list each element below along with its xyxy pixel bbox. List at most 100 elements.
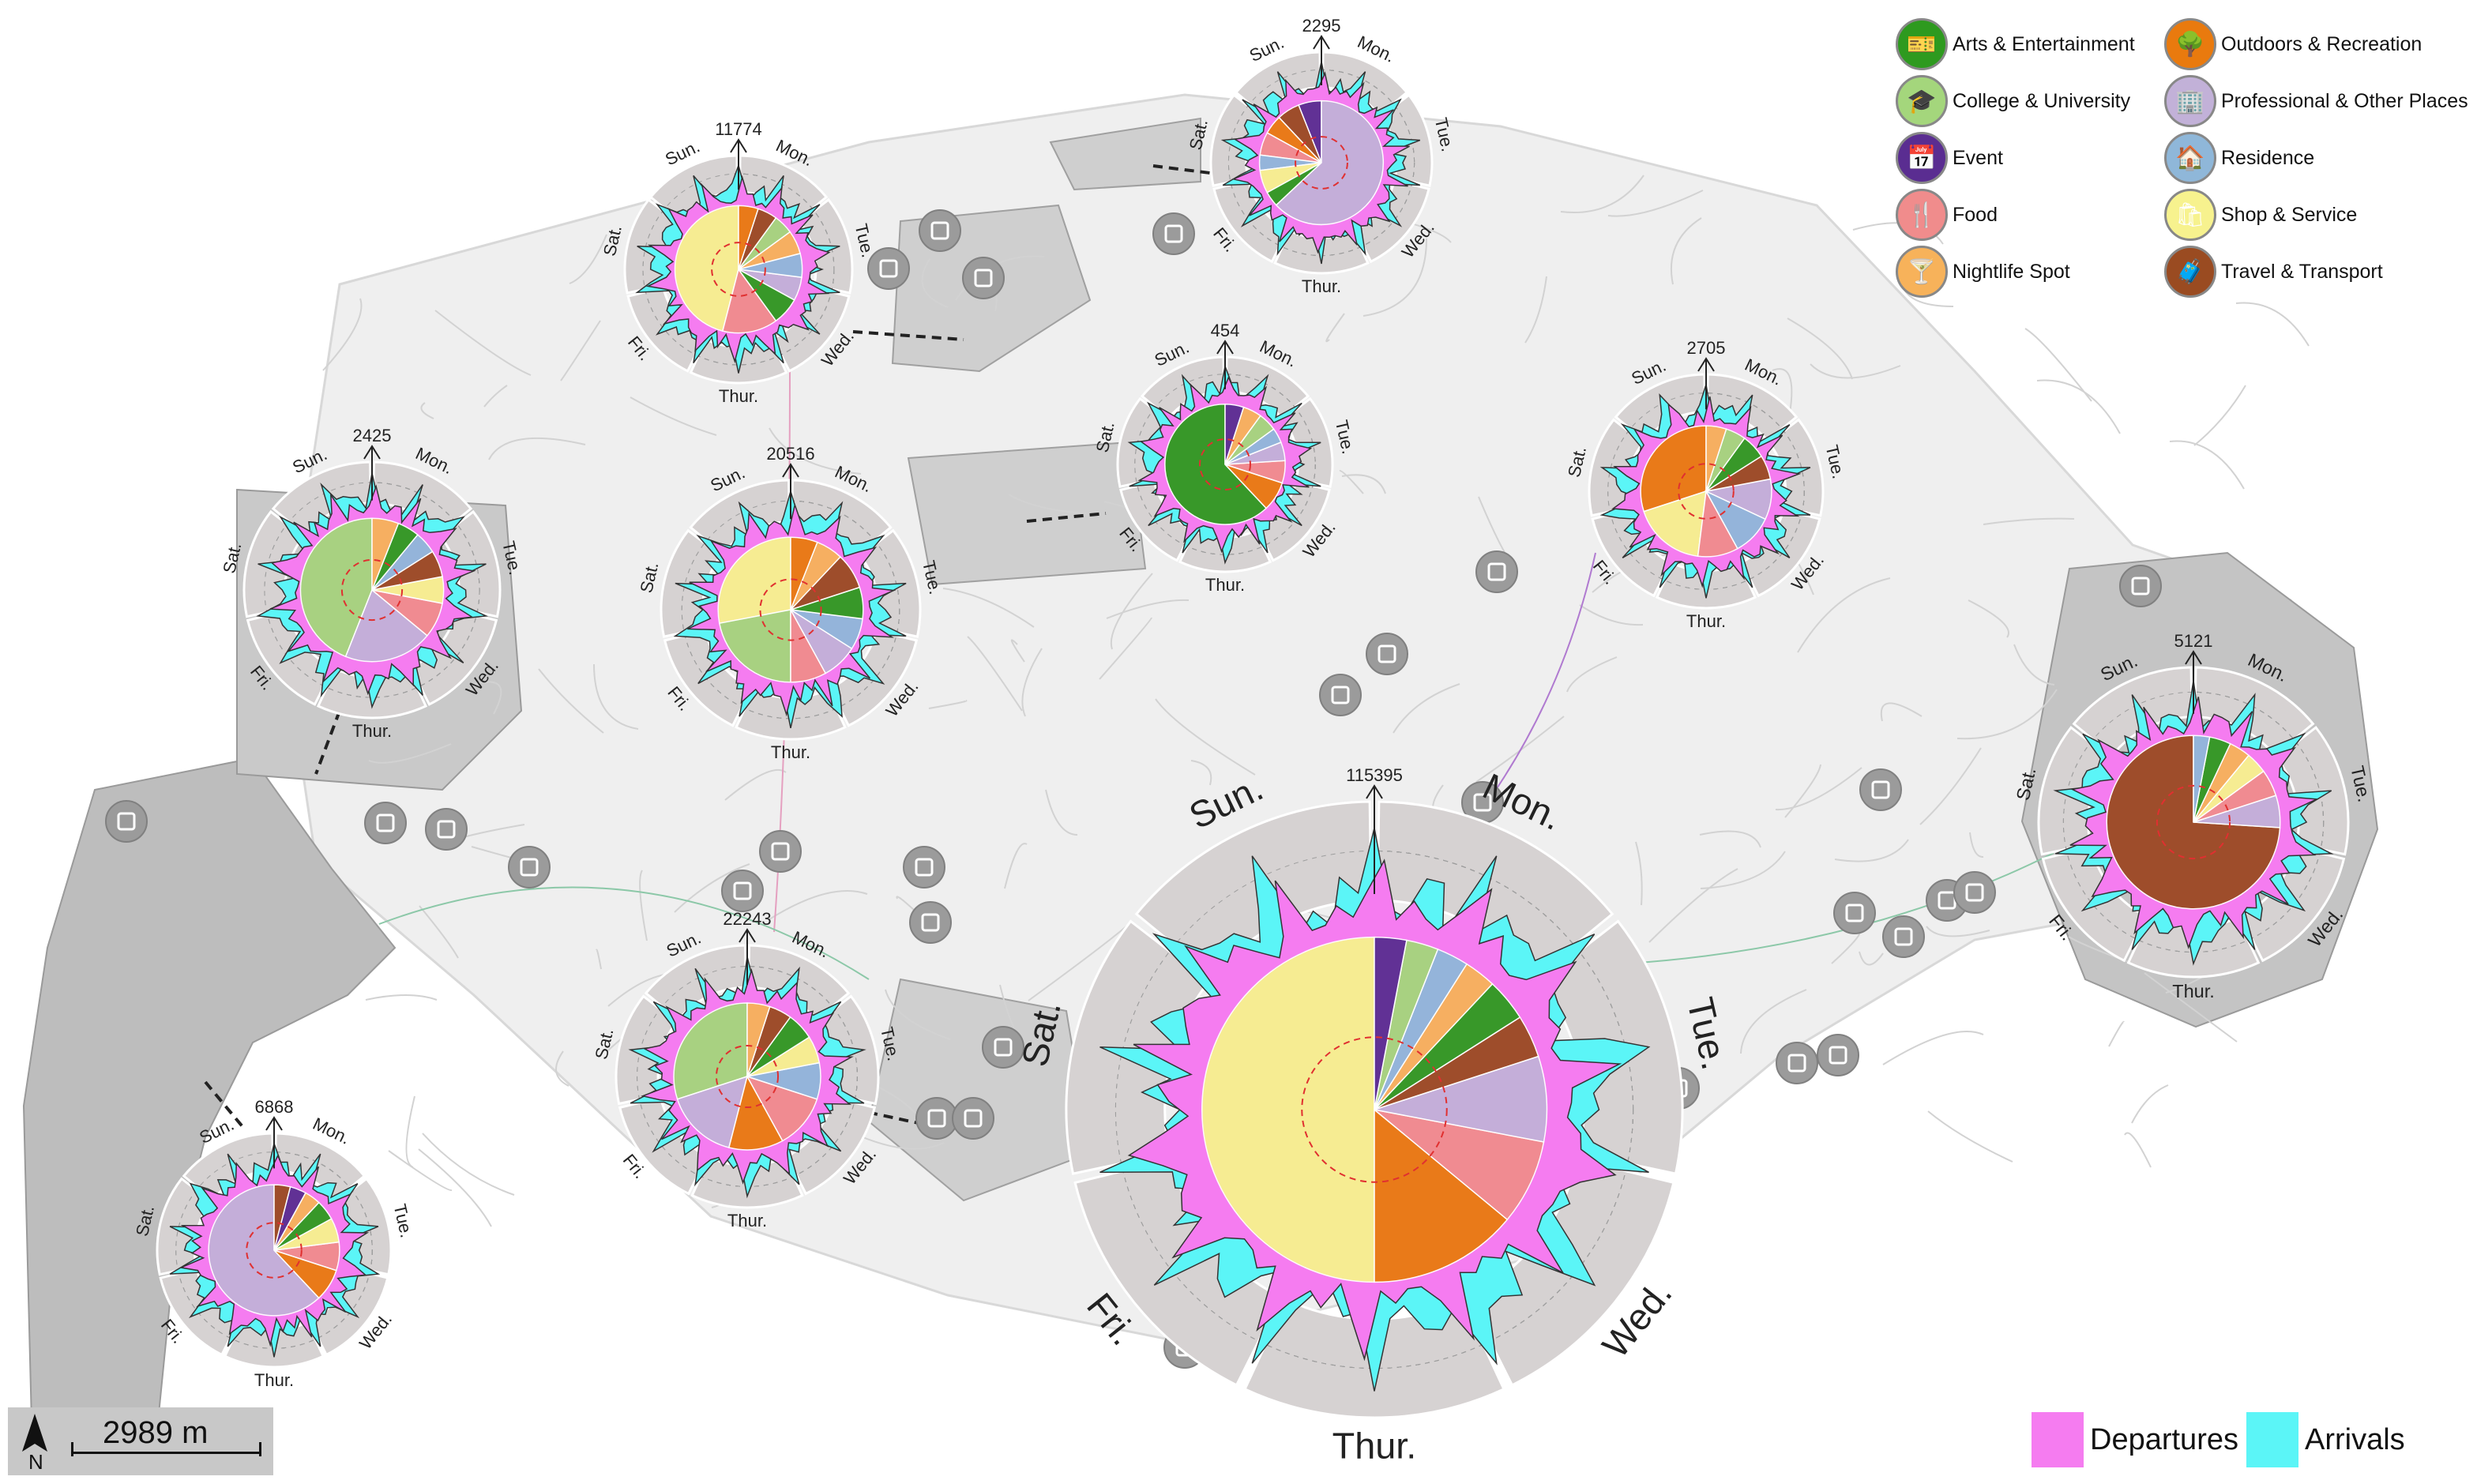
pie-slice (208, 1184, 320, 1317)
median-ring (246, 1222, 303, 1279)
day-segment (273, 1132, 366, 1202)
pointer-head (739, 928, 756, 943)
median-ring (1678, 463, 1735, 520)
day-label: Thur. (719, 386, 758, 406)
fork-knife-icon (1953, 871, 1996, 914)
road (1106, 599, 1190, 619)
flow-glyph: Mon.Tue.Wed.Thur.Fri.Sat.Sun.2295 (1186, 16, 1458, 296)
legend-label: Food (1953, 203, 1998, 226)
pie-slice (1374, 1109, 1545, 1221)
pie-slice (673, 1002, 748, 1100)
total-count: 454 (1211, 321, 1240, 340)
road (1969, 832, 1984, 858)
house-icon (962, 257, 1005, 299)
pointer-head (1216, 340, 1234, 355)
road (1524, 276, 1547, 344)
legend-label: Outdoors & Recreation (2221, 32, 2422, 55)
pointer-head (730, 138, 747, 153)
cocktail-icon: 🍸 (1896, 246, 1948, 298)
road (422, 1133, 515, 1196)
road (1927, 1110, 2013, 1163)
legend-label: Shop & Service (2221, 203, 2358, 226)
legend-item: 🍴 Food (1896, 189, 1998, 241)
leader-line (1026, 512, 1107, 523)
pie-slice (738, 205, 759, 270)
road (1810, 363, 1901, 379)
pointer-head (782, 463, 799, 478)
building-icon (867, 247, 910, 290)
road (555, 1050, 569, 1087)
house-icon (105, 800, 148, 843)
pie-slice (674, 205, 739, 332)
road (1956, 689, 2058, 740)
day-label: Thur. (2172, 981, 2215, 1001)
flow-glyph: Mon.Tue.Wed.Thur.Fri.Sat.Sun.6868 (132, 1097, 416, 1390)
median-ring (1301, 1036, 1448, 1183)
road (1190, 760, 1212, 786)
arrivals-swatch (2246, 1412, 2298, 1467)
day-label: Tue. (389, 1202, 416, 1240)
road (1579, 604, 1644, 626)
fork-knife-icon (1817, 1034, 1859, 1076)
road (2193, 385, 2246, 446)
day-segment (1134, 800, 1373, 979)
house-icon (508, 846, 551, 889)
building-icon (1366, 633, 1408, 675)
bus-icon (1859, 768, 1902, 811)
hour-ring (2062, 691, 2325, 953)
road (434, 310, 532, 376)
north-label: N (28, 1450, 43, 1471)
house-icon (1776, 1042, 1818, 1084)
road (942, 588, 1035, 628)
median-ring (1199, 438, 1251, 490)
pie-slice (1275, 100, 1385, 226)
flow-glyph: Mon.Tue.Wed.Thur.Fri.Sat.Sun.454 (1092, 321, 1359, 595)
road (1787, 317, 1853, 380)
road (1699, 830, 1761, 848)
road (1775, 767, 1862, 811)
road (2024, 328, 2092, 402)
bus-icon (1882, 915, 1925, 958)
road (885, 989, 951, 1040)
total-count: 115395 (1346, 765, 1403, 785)
pointer-head (2185, 650, 2202, 665)
pie-slice (727, 1074, 784, 1151)
road (474, 681, 502, 715)
hour-ring (1134, 374, 1316, 555)
median-ring (2156, 784, 2231, 860)
road (2124, 1132, 2152, 1168)
day-label: Thur. (352, 721, 392, 741)
legend-item: 🏠 Residence (2164, 132, 2314, 184)
pointer-head (1313, 35, 1330, 50)
median-ring (340, 558, 404, 622)
pointer-head (1697, 357, 1715, 372)
legend-item: 🧳 Travel & Transport (2164, 246, 2383, 298)
road (1859, 951, 1884, 966)
road (1983, 517, 2075, 525)
departures-label: Departures (2090, 1422, 2238, 1456)
pie-slice (2193, 734, 2211, 823)
road (1021, 648, 1043, 717)
road (419, 905, 459, 959)
road (1670, 217, 1702, 285)
legend-label: Arts & Entertainment (1953, 32, 2135, 55)
legend-label: Travel & Transport (2221, 260, 2383, 283)
day-label: Thur. (254, 1370, 294, 1390)
poi-layer (105, 209, 2162, 1369)
tree-icon: 🌳 (2164, 18, 2216, 70)
building-icon (1475, 550, 1518, 593)
bus-icon (721, 870, 764, 912)
road (405, 1095, 415, 1168)
bus-icon (982, 1026, 1024, 1069)
pie-slice (344, 588, 428, 663)
scale-tick-left (71, 1442, 73, 1456)
pie-slice (746, 1002, 771, 1077)
road (928, 700, 968, 709)
pie-slice (1374, 1055, 1548, 1143)
legend-item: 🍸 Nightlife Spot (1896, 246, 2070, 298)
plane-icon (915, 1097, 958, 1140)
bus-icon (1319, 674, 1362, 716)
road (388, 1150, 453, 1192)
road (1010, 639, 1025, 663)
